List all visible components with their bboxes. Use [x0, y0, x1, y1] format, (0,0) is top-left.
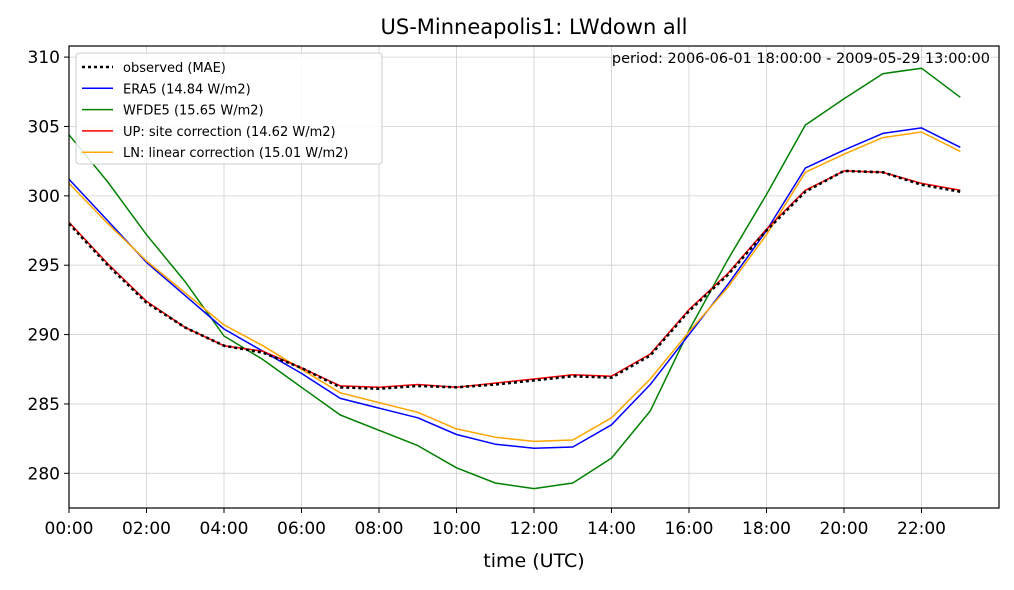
- series-line-0: [68, 169, 961, 391]
- x-tick-label: 20:00: [820, 519, 869, 539]
- x-tick-label: 12:00: [510, 519, 559, 539]
- x-tick-label: 06:00: [277, 519, 326, 539]
- y-tick-label: 310: [28, 48, 60, 68]
- period-annotation: period: 2006-06-01 18:00:00 - 2009-05-29…: [612, 51, 990, 67]
- x-tick-label: 22:00: [897, 519, 946, 539]
- legend-label: UP: site correction (14.62 W/m2): [123, 125, 336, 140]
- series-line-1: [68, 127, 961, 450]
- x-tick-label: 08:00: [355, 519, 404, 539]
- chart-title: US-Minneapolis1: LWdown all: [381, 15, 688, 39]
- legend-label: ERA5 (14.84 W/m2): [123, 82, 251, 97]
- legend-label: LN: linear correction (15.01 W/m2): [123, 146, 349, 161]
- x-tick-label: 10:00: [432, 519, 481, 539]
- legend-label: observed (MAE): [123, 61, 226, 76]
- x-tick-label: 14:00: [587, 519, 636, 539]
- x-tick-label: 04:00: [200, 519, 249, 539]
- x-tick-label: 18:00: [742, 519, 791, 539]
- y-tick-label: 300: [28, 187, 60, 207]
- axes: 00:00 02:00 04:00 06:00 08:00 10:00 12:00 14:00…: [28, 48, 946, 539]
- y-tick-label: 295: [28, 256, 60, 276]
- series-line-2: [68, 67, 961, 490]
- legend-label: WFDE5 (15.65 W/m2): [123, 104, 264, 119]
- legend-box: [75, 52, 383, 165]
- x-axis-label: time (UTC): [483, 550, 584, 572]
- x-tick-label: 00:00: [45, 519, 94, 539]
- x-tick-label: 16:00: [665, 519, 714, 539]
- y-tick-label: 305: [28, 117, 60, 137]
- x-tick-label: 02:00: [122, 519, 171, 539]
- y-tick-label: 280: [28, 464, 60, 484]
- series-lines: [68, 67, 961, 490]
- series-line-4: [68, 131, 961, 443]
- legend: observed (MAE) ERA5 (14.84 W/m2) WFDE5 (15…: [75, 52, 383, 165]
- y-tick-label: 290: [28, 326, 60, 346]
- y-tick-label: 285: [28, 395, 60, 415]
